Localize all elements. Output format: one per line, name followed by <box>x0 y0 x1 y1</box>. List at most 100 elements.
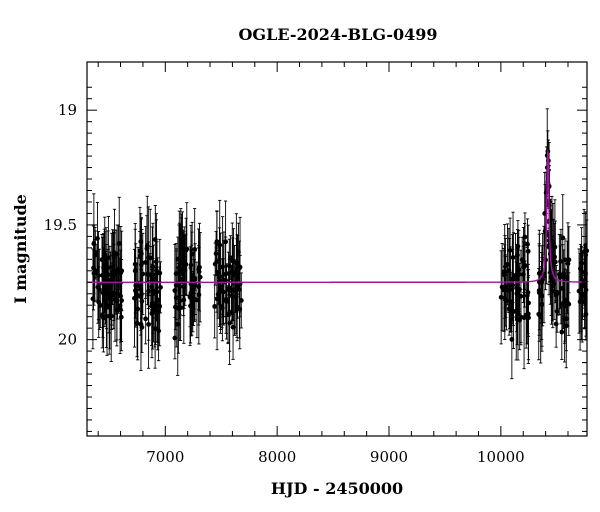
data-point <box>172 335 178 341</box>
data-point <box>578 297 584 303</box>
data-point <box>227 255 233 261</box>
data-point <box>139 291 144 297</box>
data-point <box>515 311 521 317</box>
data-point <box>547 217 553 223</box>
data-point <box>214 239 220 245</box>
data-point <box>197 274 203 280</box>
data-point <box>560 235 566 241</box>
x-tick-label: 8000 <box>258 448 296 466</box>
data-point <box>539 279 544 285</box>
data-point <box>135 306 141 312</box>
data-point <box>155 297 161 303</box>
data-point <box>111 253 116 258</box>
data-point <box>238 298 244 303</box>
data-point <box>192 247 198 252</box>
data-point <box>554 308 560 314</box>
data-point <box>103 285 108 291</box>
data-point <box>579 260 585 266</box>
data-point <box>181 297 187 303</box>
data-point <box>515 243 521 249</box>
data-point <box>111 290 117 296</box>
data-point <box>149 303 155 309</box>
data-point <box>525 248 531 254</box>
data-point <box>153 259 159 265</box>
data-point <box>192 296 197 302</box>
data-point <box>104 290 109 296</box>
data-point <box>196 269 202 275</box>
data-point <box>95 236 100 241</box>
data-point <box>196 284 202 289</box>
data-point <box>187 294 193 300</box>
data-point <box>217 242 223 248</box>
data-point <box>558 259 563 264</box>
data-point <box>220 264 226 270</box>
data-point <box>118 293 123 299</box>
data-point <box>143 316 149 322</box>
data-point <box>178 267 183 273</box>
data-point <box>92 268 98 274</box>
data-point <box>172 288 178 293</box>
data-point <box>560 285 566 291</box>
data-point <box>553 321 559 327</box>
data-point <box>135 283 141 289</box>
data-point <box>192 283 198 288</box>
data-point <box>138 251 144 257</box>
data-point <box>559 329 565 335</box>
data-point <box>146 321 151 327</box>
x-axis-label: HJD - 2450000 <box>271 479 403 498</box>
data-point <box>498 294 504 300</box>
data-point <box>178 276 184 282</box>
data-point <box>561 271 567 276</box>
data-point <box>188 262 194 268</box>
data-point <box>539 293 545 299</box>
data-point <box>181 265 187 270</box>
data-point <box>102 276 108 282</box>
data-point <box>566 257 572 263</box>
data-point <box>90 296 96 302</box>
data-point <box>212 304 218 309</box>
data-point <box>145 271 150 277</box>
data-point <box>502 295 508 301</box>
data-point <box>132 295 137 301</box>
data-point <box>191 291 196 296</box>
data-point <box>218 286 223 292</box>
data-point <box>101 265 106 271</box>
data-point <box>502 288 508 293</box>
y-tick-label: 19 <box>58 101 77 119</box>
data-point <box>157 303 163 309</box>
data-point <box>181 284 186 290</box>
data-point <box>177 298 183 304</box>
data-point <box>96 299 102 305</box>
data-point <box>134 320 140 326</box>
data-point <box>223 277 229 283</box>
y-tick-label: 19.5 <box>44 216 77 234</box>
data-point <box>552 254 557 260</box>
data-point <box>173 304 178 310</box>
y-axis: 19 19.5 20 <box>44 86 587 432</box>
data-point <box>91 241 97 247</box>
data-point <box>515 252 520 258</box>
data-point <box>156 328 162 334</box>
data-point <box>102 252 108 258</box>
data-point <box>189 251 195 257</box>
data-point <box>110 264 115 270</box>
data-point <box>229 287 234 293</box>
data-point <box>173 282 179 288</box>
data-point <box>563 323 569 329</box>
data-point <box>236 249 241 255</box>
data-point <box>151 291 156 296</box>
data-point <box>173 271 179 277</box>
data-point <box>558 274 564 279</box>
data-point <box>510 255 516 260</box>
y-tick-label: 20 <box>58 331 77 349</box>
data-point <box>225 312 231 318</box>
data-point <box>119 298 124 303</box>
data-point <box>235 274 240 280</box>
data-point <box>214 296 220 302</box>
data-point <box>525 290 531 295</box>
data-point <box>502 270 507 276</box>
data-point <box>114 251 120 257</box>
data-point <box>508 287 513 292</box>
data-point <box>178 236 184 242</box>
